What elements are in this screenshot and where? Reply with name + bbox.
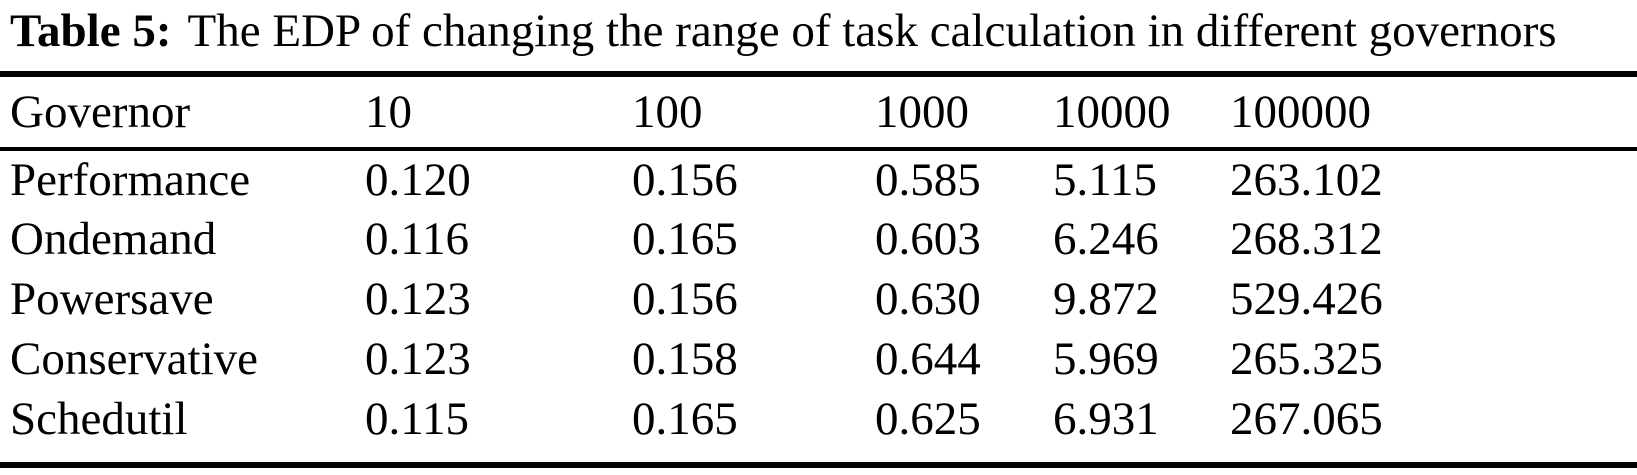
edp-governors-table: Governor 10 100 1000 10000 100000 Perfor…	[0, 77, 1637, 449]
row-label: Schedutil	[10, 393, 188, 445]
cell: 263.102	[1230, 154, 1383, 206]
cell: 0.123	[365, 333, 471, 385]
cell: 5.969	[1053, 333, 1159, 385]
col-header-10: 10	[365, 77, 632, 151]
table-row: Powersave 0.123 0.156 0.630 9.872 529.42…	[0, 269, 1637, 329]
row-label: Powersave	[10, 273, 214, 325]
cell: 5.115	[1053, 154, 1158, 206]
table-caption: Table 5: The EDP of changing the range of…	[10, 2, 1637, 60]
table-row: Conservative 0.123 0.158 0.644 5.969 265…	[0, 329, 1637, 389]
row-label: Performance	[10, 154, 251, 206]
cell: 6.931	[1053, 393, 1159, 445]
cell: 9.872	[1053, 273, 1159, 325]
row-label: Conservative	[10, 333, 258, 385]
cell: 0.625	[875, 393, 981, 445]
table-row: Performance 0.120 0.156 0.585 5.115 263.…	[0, 149, 1637, 209]
cell: 268.312	[1230, 213, 1383, 265]
cell: 0.116	[365, 213, 470, 265]
cell: 0.603	[875, 213, 981, 265]
col-header-governor: Governor	[0, 77, 365, 151]
table-container: Governor 10 100 1000 10000 100000 Perfor…	[0, 71, 1637, 468]
table-caption-label: Table 5:	[10, 5, 172, 57]
col-header-100: 100	[632, 77, 875, 151]
table-header-row: Governor 10 100 1000 10000 100000	[0, 77, 1637, 151]
cell: 6.246	[1053, 213, 1159, 265]
cell: 0.120	[365, 154, 471, 206]
cell: 0.585	[875, 154, 981, 206]
cell: 0.156	[632, 154, 738, 206]
table-row: Schedutil 0.115 0.165 0.625 6.931 267.06…	[0, 389, 1637, 449]
cell: 0.158	[632, 333, 738, 385]
cell: 0.165	[632, 393, 738, 445]
cell: 267.065	[1230, 393, 1383, 445]
col-header-10000: 10000	[1053, 77, 1230, 151]
cell: 529.426	[1230, 273, 1383, 325]
cell: 0.123	[365, 273, 471, 325]
cell: 0.156	[632, 273, 738, 325]
col-header-100000: 100000	[1230, 77, 1637, 151]
cell: 0.630	[875, 273, 981, 325]
col-header-1000: 1000	[875, 77, 1053, 151]
cell: 0.644	[875, 333, 981, 385]
table-row: Ondemand 0.116 0.165 0.603 6.246 268.312	[0, 209, 1637, 269]
row-label: Ondemand	[10, 213, 217, 265]
cell: 0.115	[365, 393, 470, 445]
table-caption-text: The EDP of changing the range of task ca…	[187, 5, 1557, 57]
cell: 265.325	[1230, 333, 1383, 385]
cell: 0.165	[632, 213, 738, 265]
